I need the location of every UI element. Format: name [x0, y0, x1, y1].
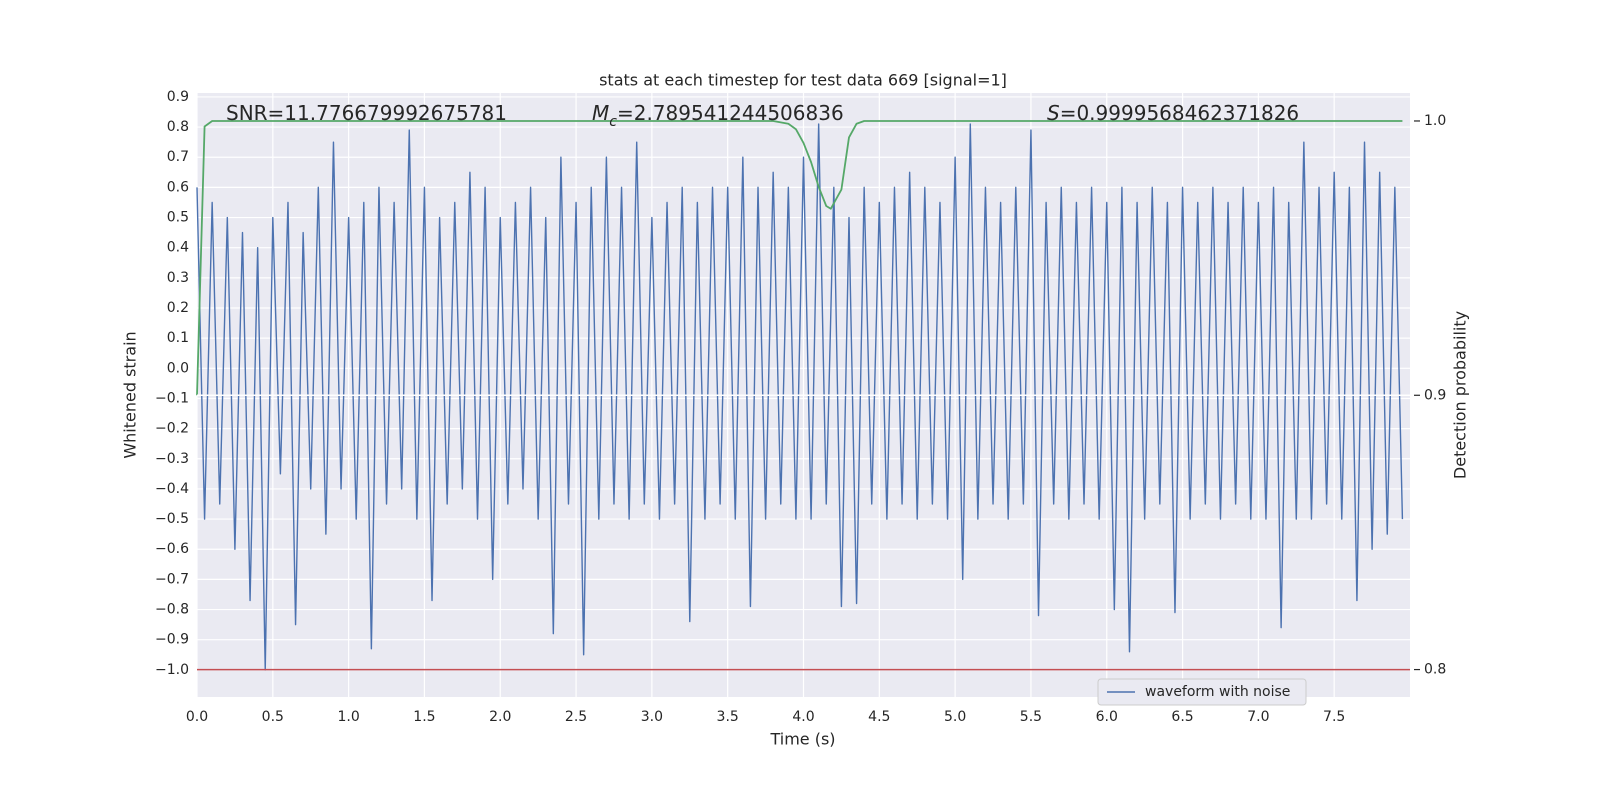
annotation: Mc=2.789541244506836 — [592, 101, 844, 131]
y-tick-label: −0.4 — [155, 481, 189, 497]
y-axis-label: Whitened strain — [121, 331, 140, 458]
x-axis-label: Time (s) — [769, 730, 835, 749]
y-tick-label: 0.1 — [167, 330, 189, 346]
annotation-text: =2.789541244506836 — [617, 101, 844, 125]
series-line — [196, 120, 1403, 396]
x-tick-label: 2.5 — [565, 709, 587, 725]
y2-tick-label: 0.9 — [1424, 387, 1446, 403]
y-tick-label: 0.2 — [167, 300, 189, 316]
x-tick-label: 7.0 — [1247, 709, 1269, 725]
y-tick-label: 0.0 — [167, 360, 189, 376]
annotation-symbol: S — [1047, 101, 1060, 125]
y-tick-label: 0.4 — [167, 240, 189, 256]
y2-tick-label: 0.8 — [1424, 662, 1446, 678]
x-tick-label: 3.5 — [717, 709, 739, 725]
x-tick-label: 7.5 — [1323, 709, 1345, 725]
y-tick-label: 0.9 — [167, 89, 189, 105]
x-tick-label: 1.0 — [337, 709, 359, 725]
y-tick-label: −0.5 — [155, 511, 189, 527]
annotation-text: SNR=11.776679992675781 — [226, 101, 507, 125]
x-tick-label: 0.5 — [262, 709, 284, 725]
y-tick-label: 0.5 — [167, 210, 189, 226]
y-tick-label: 0.7 — [167, 149, 189, 165]
x-tick-label: 0.0 — [186, 709, 208, 725]
chart-title: stats at each timestep for test data 669… — [599, 71, 1007, 90]
y-tick-label: −0.6 — [155, 541, 189, 557]
annotation: SNR=11.776679992675781 — [226, 101, 507, 125]
x-tick-label: 4.0 — [792, 709, 814, 725]
x-tick-label: 2.0 — [489, 709, 511, 725]
legend-box — [1097, 678, 1307, 706]
x-tick-label: 1.5 — [413, 709, 435, 725]
x-tick-label: 6.0 — [1096, 709, 1118, 725]
y-tick-label: −0.1 — [155, 390, 189, 406]
x-tick-label: 3.0 — [641, 709, 663, 725]
series-line — [196, 123, 1404, 671]
y-tick-label: −0.7 — [155, 571, 189, 587]
annotation: S=0.9999568462371826 — [1047, 101, 1299, 125]
x-tick-label: 5.0 — [944, 709, 966, 725]
y-tick-label: −0.2 — [155, 421, 189, 437]
legend-label: waveform with noise — [1145, 684, 1290, 700]
y-tick-label: −0.8 — [155, 602, 189, 618]
y2-axis-label: Detection probability — [1451, 311, 1470, 479]
y-tick-label: 0.6 — [167, 179, 189, 195]
y-tick-label: 0.3 — [167, 270, 189, 286]
annotation-subscript: c — [609, 114, 617, 130]
annotation-text: =0.9999568462371826 — [1060, 101, 1299, 125]
x-tick-label: 5.5 — [1020, 709, 1042, 725]
y-tick-label: 0.8 — [167, 119, 189, 135]
y-tick-label: −0.3 — [155, 451, 189, 467]
y-tick-label: −0.9 — [155, 632, 189, 648]
marks — [196, 120, 1410, 671]
x-tick-label: 6.5 — [1171, 709, 1193, 725]
y2-tick-label: 1.0 — [1424, 113, 1446, 129]
x-tick-label: 4.5 — [868, 709, 890, 725]
annotation-symbol: M — [592, 101, 609, 125]
y-tick-label: −1.0 — [155, 662, 189, 678]
